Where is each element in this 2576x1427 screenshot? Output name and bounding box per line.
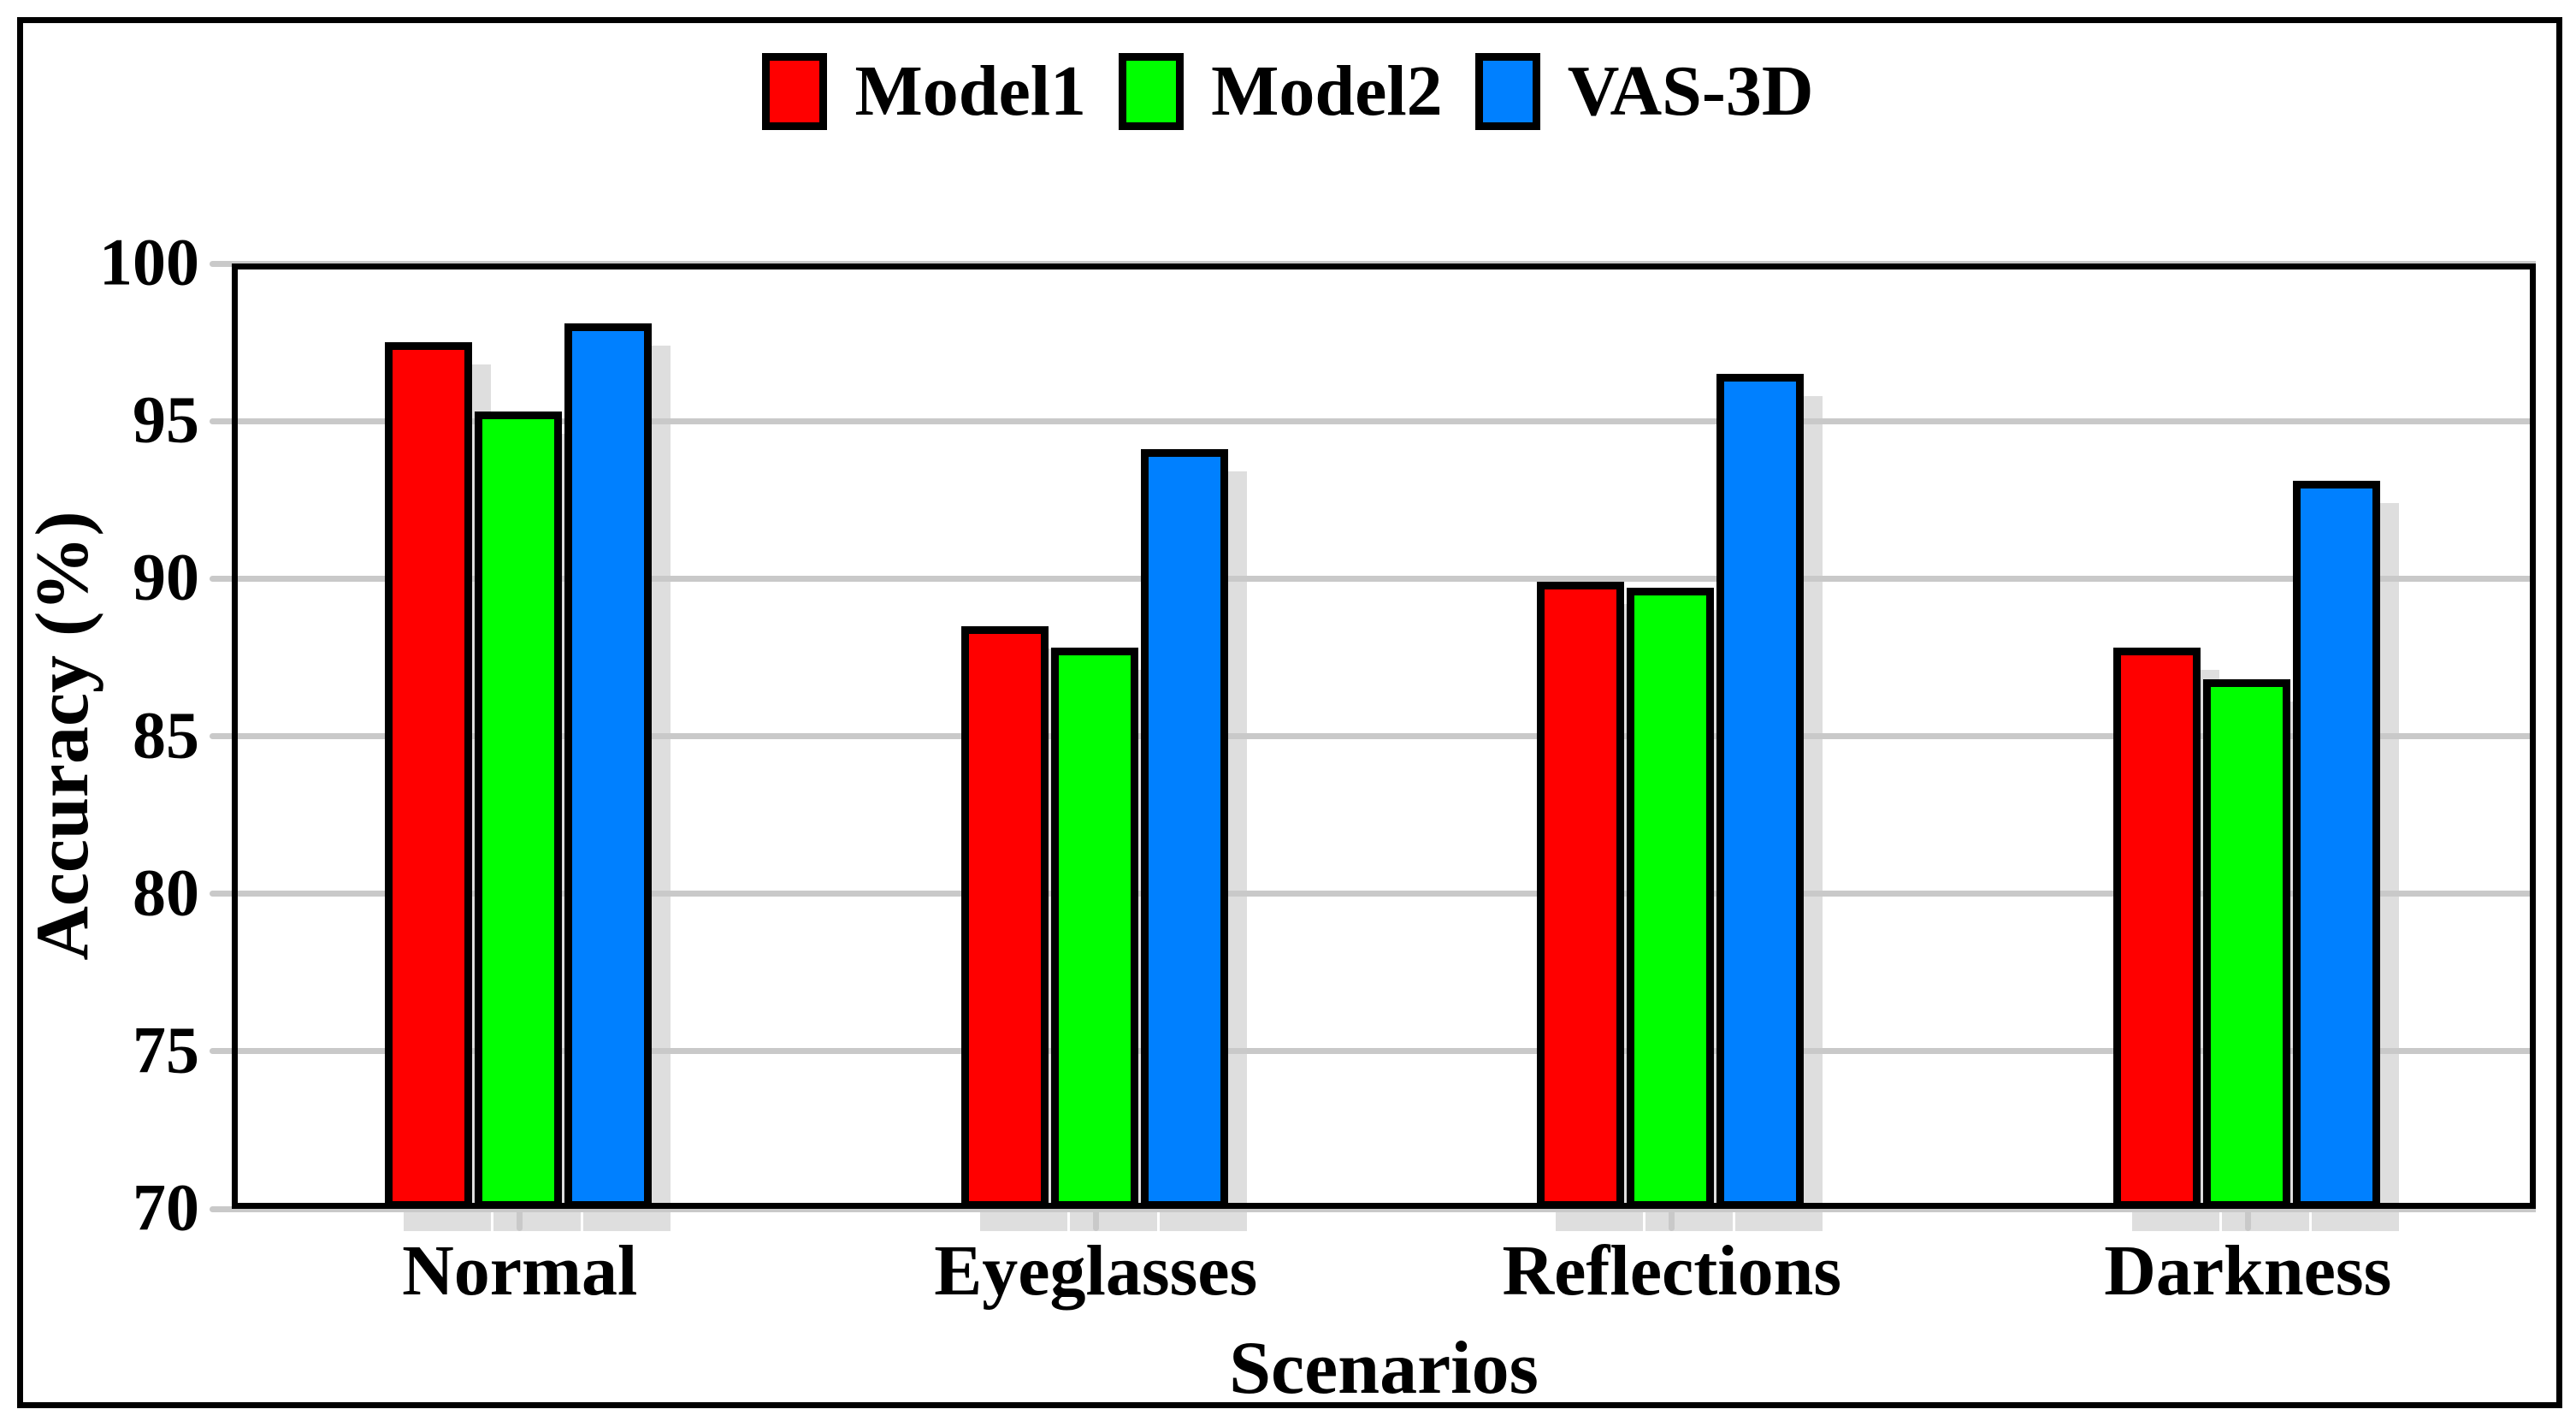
bar-model2-eyeglasses xyxy=(1050,648,1138,1209)
figure-border xyxy=(17,17,2562,1408)
category-label-normal: Normal xyxy=(402,1231,638,1311)
x-axis-title: Scenarios xyxy=(1229,1327,1539,1410)
legend-label-vas-3d: VAS-3D xyxy=(1567,51,1814,131)
plot-area xyxy=(210,260,2536,1231)
bar-model1-darkness xyxy=(2112,648,2201,1209)
legend-item-vas-3d: VAS-3D xyxy=(1474,51,1814,131)
bar-vas-3d-reflections xyxy=(1716,374,1805,1209)
bar-model2-darkness xyxy=(2202,679,2290,1209)
ytick-label-75: 75 xyxy=(133,1012,199,1087)
gridline-70 xyxy=(210,1205,2536,1212)
legend-item-model1: Model1 xyxy=(762,53,1086,130)
bar-vas-3d-eyeglasses xyxy=(1140,449,1228,1209)
category-label-reflections: Reflections xyxy=(1502,1231,1842,1311)
xtick-eyeglasses xyxy=(1092,1209,1099,1231)
xtick-reflections xyxy=(1669,1209,1675,1231)
ytick-label-90: 90 xyxy=(133,539,199,614)
legend-item-model2: Model2 xyxy=(1119,53,1443,130)
ytick-label-95: 95 xyxy=(133,382,199,457)
legend-swatch-model1 xyxy=(762,53,828,130)
legend: Model1 Model2 VAS-3D xyxy=(0,44,2576,139)
gridline-80 xyxy=(210,891,2536,897)
xtick-normal xyxy=(517,1209,523,1231)
bar-model1-eyeglasses xyxy=(960,626,1049,1209)
ytick-label-80: 80 xyxy=(133,855,199,930)
category-label-darkness: Darkness xyxy=(2104,1231,2392,1311)
gridline-100 xyxy=(210,260,2536,267)
bar-vas-3d-normal xyxy=(564,323,653,1209)
xtick-darkness xyxy=(2244,1209,2251,1231)
ytick-label-70: 70 xyxy=(133,1169,199,1245)
legend-label-model2: Model2 xyxy=(1211,51,1443,131)
bar-vas-3d-darkness xyxy=(2292,481,2380,1209)
bar-model1-reflections xyxy=(1537,582,1625,1209)
legend-swatch-model2 xyxy=(1119,53,1185,130)
gridline-75 xyxy=(210,1048,2536,1055)
ytick-label-85: 85 xyxy=(133,696,199,772)
category-label-eyeglasses: Eyeglasses xyxy=(934,1231,1258,1311)
gridline-95 xyxy=(210,417,2536,424)
bar-model1-normal xyxy=(385,342,473,1209)
bar-model2-normal xyxy=(475,412,563,1209)
ytick-label-100: 100 xyxy=(99,224,199,299)
legend-label-model1: Model1 xyxy=(854,51,1087,131)
bar-model2-reflections xyxy=(1627,588,1715,1209)
legend-swatch-vas-3d xyxy=(1474,53,1540,130)
gridline-90 xyxy=(210,575,2536,582)
gridline-85 xyxy=(210,733,2536,739)
